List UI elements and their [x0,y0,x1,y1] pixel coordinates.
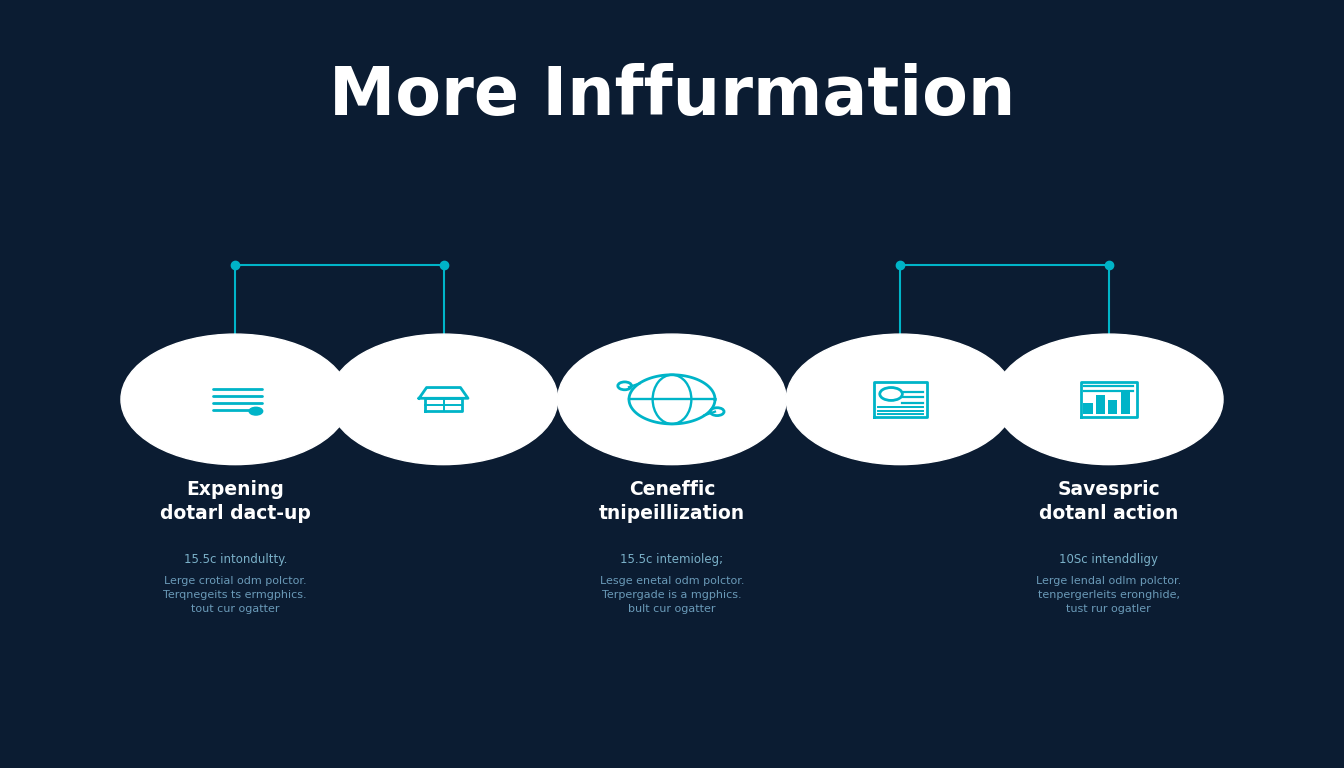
Bar [1107,400,1117,415]
Circle shape [329,334,558,465]
Bar [1121,391,1130,415]
Circle shape [558,334,786,465]
Text: 10Sc intenddligy: 10Sc intenddligy [1059,553,1159,566]
Text: Expening
dotarl dact-up: Expening dotarl dact-up [160,480,310,523]
Text: 15.5c intemioleg;: 15.5c intemioleg; [621,553,723,566]
Bar [1083,402,1093,415]
Bar [1095,395,1105,415]
Circle shape [786,334,1015,465]
Text: 15.5c intondultty.: 15.5c intondultty. [184,553,286,566]
Text: More Inffurmation: More Inffurmation [329,63,1015,129]
Circle shape [995,334,1223,465]
Text: Savespric
dotanl action: Savespric dotanl action [1039,480,1179,523]
Circle shape [121,334,349,465]
Text: Lerge lendal odlm polctor.
tenpergerleits eronghide,
tust rur ogatler: Lerge lendal odlm polctor. tenpergerleit… [1036,576,1181,614]
Text: Ceneffic
tnipeillization: Ceneffic tnipeillization [599,480,745,523]
Circle shape [249,407,262,415]
Text: Lerge crotial odm polctor.
Terqnegeits ts ermgphics.
tout cur ogatter: Lerge crotial odm polctor. Terqnegeits t… [164,576,306,614]
Text: Lesge enetal odm polctor.
Terpergade is a mgphics.
bult cur ogatter: Lesge enetal odm polctor. Terpergade is … [599,576,745,614]
